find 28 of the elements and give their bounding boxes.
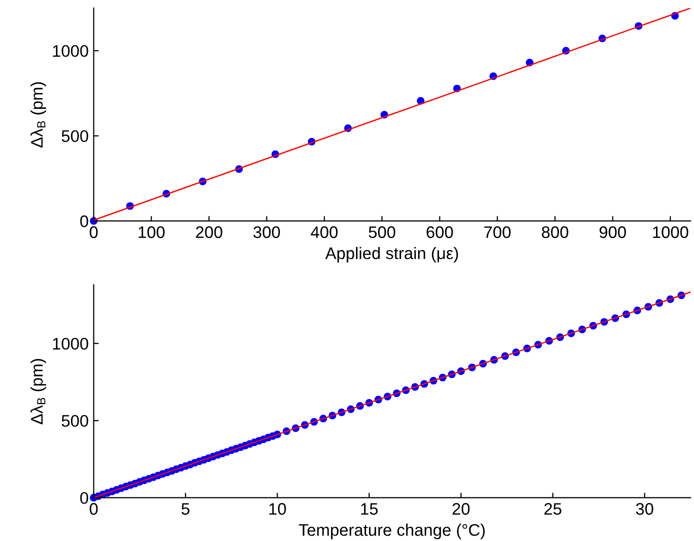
y-tick-label: 0 [80,492,88,504]
y-tick-label: 1000 [53,338,88,350]
x-tick-label: 400 [310,226,338,238]
y-axis-title: Δλ$_{B}$ (pm) [30,82,46,148]
y-tick-label: 500 [62,130,88,142]
x-tick-label: 20 [452,503,470,515]
x-tick-label: 900 [600,226,626,238]
x-tick-label: 500 [368,226,396,238]
x-tick-label: 10 [269,503,286,515]
x-tick-label: 15 [361,503,378,515]
y-tick-label: 0 [80,215,88,228]
x-tick-label: 200 [196,226,222,238]
x-tick-label: 100 [138,226,165,238]
x-tick-label: 600 [426,226,453,238]
x-tick-label: 700 [484,226,511,238]
x-axis-title: Temperature change (°C) [298,524,485,540]
x-tick-label: 5 [182,503,190,515]
x-tick-label: 30 [636,503,654,515]
x-tick-label: 1000 [653,226,688,238]
x-tick-label: 800 [542,226,568,238]
x-tick-label: 300 [253,226,280,238]
y-axis-title: Δλ$_{B}$ (pm) [30,359,46,424]
y-tick-label: 500 [62,414,88,427]
x-axis-title: Applied strain (με) [325,246,458,262]
x-tick-label: 25 [544,503,562,515]
x-tick-label: 0 [90,226,98,238]
x-tick-label: 0 [90,503,98,515]
y-tick-label: 1000 [53,45,88,57]
